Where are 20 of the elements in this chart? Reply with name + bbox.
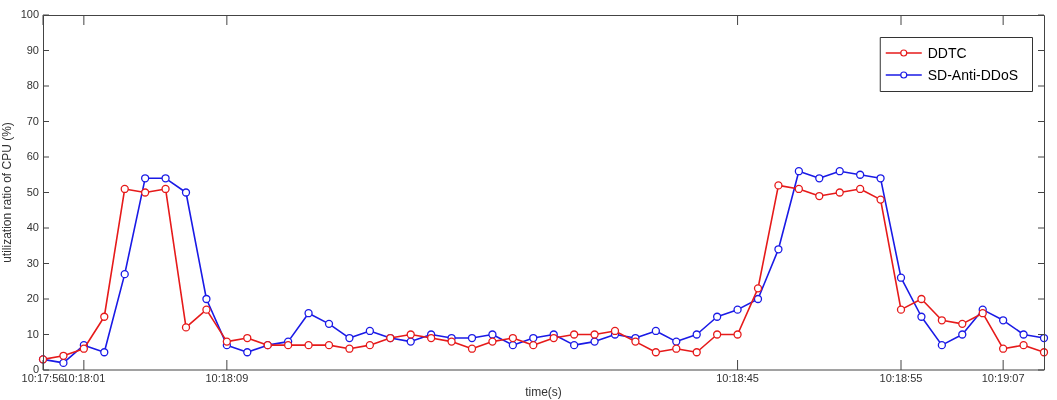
y-tick-label: 20 bbox=[26, 292, 39, 305]
y-tick-label: 70 bbox=[26, 114, 39, 127]
x-tick-label: 10:18:55 bbox=[879, 371, 923, 384]
y-tick-label: 90 bbox=[26, 43, 39, 56]
y-tick-label: 0 bbox=[32, 363, 39, 376]
y-tick-label: 60 bbox=[26, 150, 39, 163]
x-tick-label: 10:18:45 bbox=[716, 371, 759, 384]
x-tick-label: 10:18:01 bbox=[62, 371, 106, 384]
legend-label: DDTC bbox=[927, 44, 967, 61]
y-tick-label: 10 bbox=[26, 327, 39, 340]
x-tick-label: 10:18:09 bbox=[205, 371, 249, 384]
x-tick-label: 10:19:07 bbox=[981, 371, 1025, 384]
legend-label: SD-Anti-DDoS bbox=[927, 66, 1019, 83]
x-axis-title: time(s) bbox=[525, 385, 562, 400]
y-axis-title: utilization ratio of CPU (%) bbox=[0, 122, 14, 263]
y-tick-label: 100 bbox=[20, 8, 39, 21]
y-tick-label: 50 bbox=[26, 185, 39, 198]
y-tick-label: 30 bbox=[26, 256, 39, 269]
y-tick-label: 40 bbox=[26, 221, 39, 234]
y-tick-label: 80 bbox=[26, 79, 39, 92]
